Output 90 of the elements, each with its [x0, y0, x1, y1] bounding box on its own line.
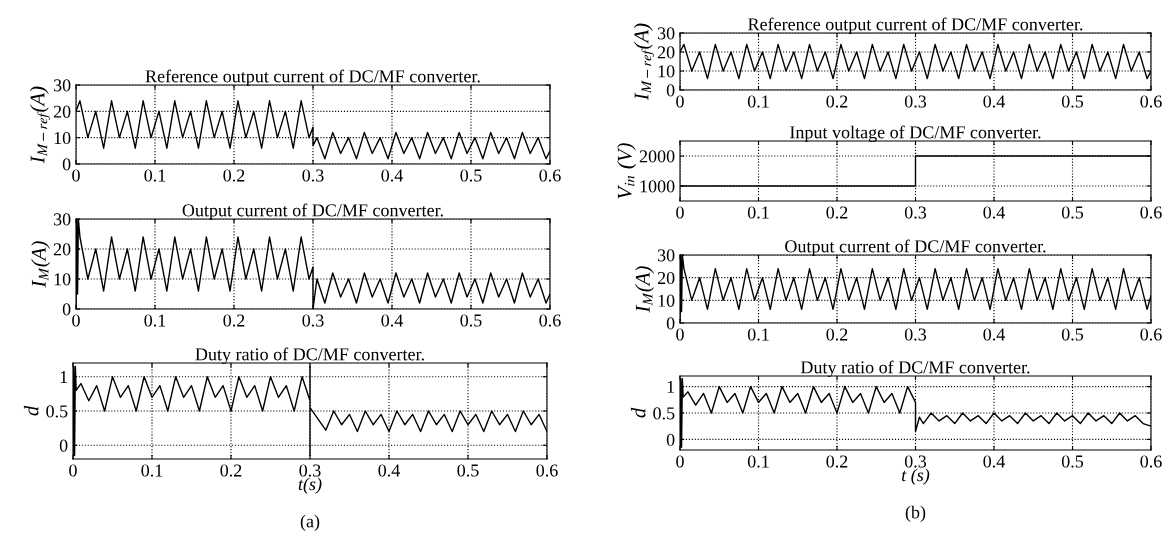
y-axis-title: V$_{in}$ (V) [617, 143, 636, 199]
x-tick-label: 0.5 [1061, 206, 1084, 219]
x-tick-label: 0.5 [460, 169, 482, 182]
x-tick-label: 0.6 [536, 464, 558, 477]
y-axis-title: I$_{M}$(A) [31, 241, 51, 288]
y-tick-label: 0 [62, 158, 71, 171]
y-tick-label: 30 [657, 249, 675, 262]
x-tick-label: 0.4 [983, 328, 1005, 341]
x-tick-label: 0.1 [141, 464, 163, 477]
y-axis-title: I$_{M−ref}$(A) [633, 23, 655, 101]
y-tick-label: 10 [54, 273, 71, 286]
text: (a) [300, 514, 320, 532]
x-tick-label: 0.1 [747, 455, 769, 468]
x-tick-label: 0.3 [904, 455, 927, 468]
y-axis-title: d [630, 407, 646, 418]
x-tick-label: 0.2 [826, 328, 848, 341]
y-tick-label: 20 [53, 105, 71, 118]
y-tick-label: 1 [667, 380, 675, 393]
x-tick-label: 0.4 [378, 464, 400, 477]
x-tick-label: 0.4 [983, 455, 1005, 468]
x-tick-label: 0 [72, 169, 80, 182]
x-tick-label: 0.5 [457, 464, 479, 477]
x-tick-label: 0.4 [381, 169, 403, 182]
text: (b) [905, 505, 926, 523]
x-tick-label: 0.3 [302, 314, 324, 327]
y-tick-label: 1000 [640, 180, 675, 193]
y-tick-label: 20 [53, 243, 71, 256]
x-tick-label: 0.5 [1061, 95, 1084, 108]
chart-title: Output current of DC/MF converter. [182, 203, 443, 221]
x-tick-label: 0.6 [1140, 328, 1162, 341]
y-tick-label: 0 [62, 303, 71, 316]
chart-title: Duty ratio of DC/MF converter. [800, 360, 1030, 378]
x-tick-label: 0.1 [747, 206, 769, 219]
x-tick-label: 0.2 [826, 95, 848, 108]
line-series [73, 365, 547, 457]
y-tick-label: 0.5 [653, 407, 675, 420]
x-tick-label: 0.6 [539, 169, 561, 182]
x-tick-label: 0.1 [747, 328, 769, 341]
y-axis-title: I$_{M−ref}$(A) [29, 86, 51, 164]
y-tick-label: 20 [657, 46, 675, 59]
x-tick-label: 0.2 [826, 206, 848, 219]
y-tick-label: 1 [60, 371, 68, 383]
y-tick-label: 0.5 [46, 405, 68, 418]
x-tick-label: 0.1 [144, 314, 166, 327]
x-tick-label: 0 [676, 206, 684, 219]
y-tick-label: 2000 [639, 150, 675, 163]
x-tick-label: 0.3 [302, 169, 324, 182]
y-tick-label: 30 [657, 27, 675, 40]
x-tick-label: 0.2 [223, 169, 245, 182]
x-axis-title: t (s) [902, 468, 930, 485]
y-tick-label: 0 [59, 439, 68, 452]
chart-title: Reference output current of DC/MF converter. [145, 69, 480, 87]
y-axis-title: d [23, 405, 39, 416]
y-tick-label: 20 [657, 271, 675, 285]
y-tick-label: 10 [658, 294, 675, 307]
y-tick-label: 30 [53, 79, 71, 92]
x-tick-label: 0.6 [539, 314, 561, 327]
x-tick-label: 0.2 [223, 314, 245, 327]
x-tick-label: 0.6 [1140, 455, 1162, 468]
x-tick-label: 0.4 [983, 95, 1005, 108]
x-tick-label: 0.2 [220, 464, 242, 477]
x-tick-label: 0.4 [381, 314, 403, 327]
x-tick-label: 0.5 [460, 314, 482, 327]
x-tick-label: 0.3 [299, 464, 321, 477]
chart-title: Reference output current of DC/MF converter. [748, 17, 1083, 35]
x-tick-label: 0.1 [144, 169, 166, 182]
x-tick-label: 0.3 [904, 95, 927, 108]
x-tick-label: 0.6 [1140, 206, 1162, 219]
y-tick-label: 0 [666, 433, 675, 446]
x-tick-label: 0 [676, 455, 684, 468]
y-axis-title: I$_{M}$(A) [635, 266, 655, 313]
chart-title: Input voltage of DC/MF converter. [790, 125, 1041, 143]
chart-title: Duty ratio of DC/MF converter. [195, 347, 424, 365]
x-tick-label: 0.3 [904, 206, 927, 219]
x-tick-label: 0 [676, 95, 684, 108]
x-tick-label: 0.5 [1061, 328, 1084, 341]
x-tick-label: 0.1 [747, 95, 769, 108]
y-tick-label: 10 [658, 65, 675, 78]
x-axis-title: t(s) [298, 477, 322, 494]
x-tick-label: 0.6 [1140, 95, 1162, 108]
x-tick-label: 0.5 [1061, 455, 1084, 468]
y-tick-label: 30 [53, 213, 71, 226]
chart-title: Output current of DC/MF converter. [785, 239, 1046, 257]
x-tick-label: 0.4 [983, 206, 1005, 219]
y-tick-label: 0 [666, 84, 675, 97]
y-tick-label: 10 [54, 131, 71, 145]
x-tick-label: 0.3 [904, 328, 927, 341]
x-tick-label: 0 [72, 314, 80, 327]
x-tick-label: 0 [676, 328, 684, 341]
x-tick-label: 0.2 [826, 455, 848, 468]
